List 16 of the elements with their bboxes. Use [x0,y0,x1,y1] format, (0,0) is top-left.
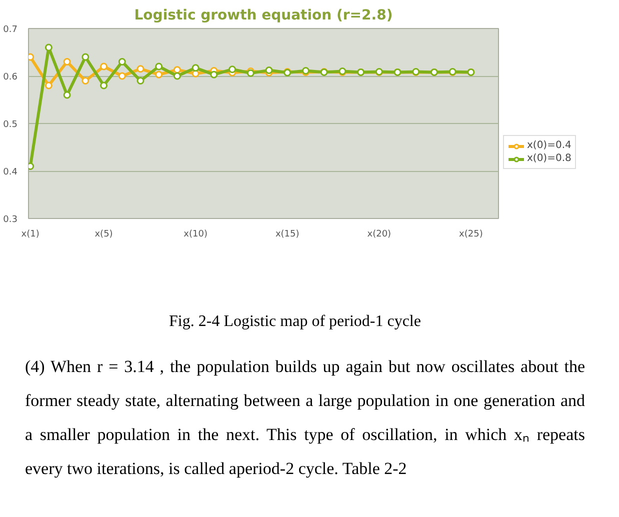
x-tick-label: x(20) [367,230,392,240]
x-tick-label: x(25) [459,230,483,240]
x-tick-label: x(1) [21,230,40,240]
y-tick-label: 0.7 [3,25,18,35]
y-tick-label: 0.4 [3,168,18,178]
chart-title: Logistic growth equation (r=2.8) [134,8,393,24]
legend-label: x(0)=0.4 [527,140,572,151]
y-tick-label: 0.6 [3,72,18,82]
x-tick-label: x(15) [275,230,300,240]
caption: Fig. 2-4 Logistic map of period-1 cycle [169,312,421,332]
text: (4) When r = 3.14 , the population builds up again but now oscillates about the former steady state, alternating between a large population in one generation and a smaller population in the next. This type of oscillation, in which xₙ repeats every two iterations, is called aperiod-2 cycle. Table 2-2 [25,356,585,480]
x-tick-label: x(5) [94,230,113,240]
legend-label: x(0)=0.8 [527,153,572,164]
x-tick-label: x(10) [184,230,208,240]
y-tick-label: 0.3 [3,215,18,225]
y-tick-label: 0.5 [3,120,18,130]
